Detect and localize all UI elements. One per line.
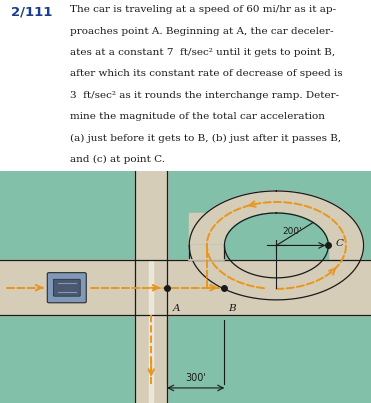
Text: mine the magnitude of the total car acceleration: mine the magnitude of the total car acce… xyxy=(70,112,325,121)
Polygon shape xyxy=(189,191,364,300)
Circle shape xyxy=(224,213,328,278)
Text: after which its constant rate of decrease of speed is: after which its constant rate of decreas… xyxy=(70,69,343,78)
Text: 3  ft/sec² as it rounds the interchange ramp. Deter-: 3 ft/sec² as it rounds the interchange r… xyxy=(70,91,339,100)
Bar xyxy=(149,260,154,403)
Bar xyxy=(0,260,371,315)
Circle shape xyxy=(224,213,328,278)
Bar xyxy=(189,245,224,260)
Circle shape xyxy=(224,213,328,278)
Text: B: B xyxy=(228,304,236,313)
FancyBboxPatch shape xyxy=(53,279,80,296)
FancyBboxPatch shape xyxy=(47,273,86,303)
Wedge shape xyxy=(186,245,276,302)
Bar xyxy=(135,171,167,403)
Text: A: A xyxy=(173,304,180,313)
Circle shape xyxy=(189,191,364,300)
Text: proaches point A. Beginning at A, the car deceler-: proaches point A. Beginning at A, the ca… xyxy=(70,27,334,35)
Bar xyxy=(189,245,224,260)
Bar xyxy=(189,213,224,260)
Text: 2/111: 2/111 xyxy=(11,5,53,18)
Text: ates at a constant 7  ft/sec² until it gets to point B,: ates at a constant 7 ft/sec² until it ge… xyxy=(70,48,336,57)
Text: 300': 300' xyxy=(185,373,206,383)
Bar xyxy=(224,245,328,278)
Text: The car is traveling at a speed of 60 mi/hr as it ap-: The car is traveling at a speed of 60 mi… xyxy=(70,5,336,14)
Bar xyxy=(189,236,224,260)
Text: and (c) at point C.: and (c) at point C. xyxy=(70,155,165,164)
Text: C: C xyxy=(336,239,344,247)
Bar xyxy=(149,171,154,403)
Text: (a) just before it gets to B, (b) just after it passes B,: (a) just before it gets to B, (b) just a… xyxy=(70,134,342,143)
Bar xyxy=(0,260,371,315)
Text: 200': 200' xyxy=(282,227,302,236)
Bar xyxy=(135,171,167,403)
